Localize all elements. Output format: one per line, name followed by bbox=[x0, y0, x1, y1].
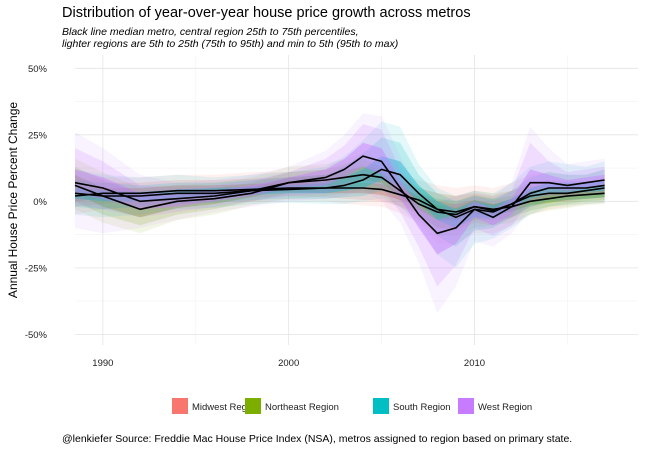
west-region-legend-label: West Region bbox=[478, 402, 532, 413]
west-region-legend-key bbox=[458, 398, 474, 414]
south-region-median-line bbox=[74, 168, 605, 219]
midwest-region-band-5-95 bbox=[75, 174, 605, 231]
y-tick-label: 50% bbox=[28, 64, 48, 75]
x-tick-label: 1990 bbox=[92, 358, 113, 369]
midwest-region-band-min-max bbox=[75, 164, 605, 244]
x-tick-label: 2000 bbox=[278, 358, 299, 369]
x-tick-label: 2010 bbox=[464, 358, 485, 369]
y-tick-label: -50% bbox=[25, 330, 48, 341]
northeast-region-band-min-max bbox=[75, 153, 605, 236]
y-tick-label: 25% bbox=[28, 130, 48, 141]
south-region-band-5-95 bbox=[75, 137, 605, 247]
chart-title: Distribution of year-over-year house pri… bbox=[62, 5, 471, 21]
south-region-legend-key bbox=[373, 398, 389, 414]
midwest-region-legend-label: Midwest Region bbox=[192, 402, 260, 413]
chart-subtitle: Black line median metro, central region … bbox=[62, 26, 399, 50]
midwest-region-median-line bbox=[74, 187, 605, 213]
south-region-band-min-max bbox=[75, 121, 605, 268]
west-region-median-line bbox=[74, 155, 605, 235]
northeast-region-legend-key bbox=[245, 398, 261, 414]
y-tick-label: -25% bbox=[25, 263, 48, 274]
south-region-legend-label: South Region bbox=[393, 402, 451, 413]
northeast-region-legend-label: Northeast Region bbox=[265, 402, 339, 413]
west-region-band-5-95 bbox=[75, 124, 605, 287]
y-axis-label: Annual House Price Percent Change bbox=[6, 102, 20, 298]
y-tick-label: 0% bbox=[33, 197, 47, 208]
chart-caption: @lenkiefer Source: Freddie Mac House Pri… bbox=[62, 433, 573, 445]
midwest-region-legend-key bbox=[172, 398, 188, 414]
northeast-region-median-line bbox=[74, 173, 605, 216]
